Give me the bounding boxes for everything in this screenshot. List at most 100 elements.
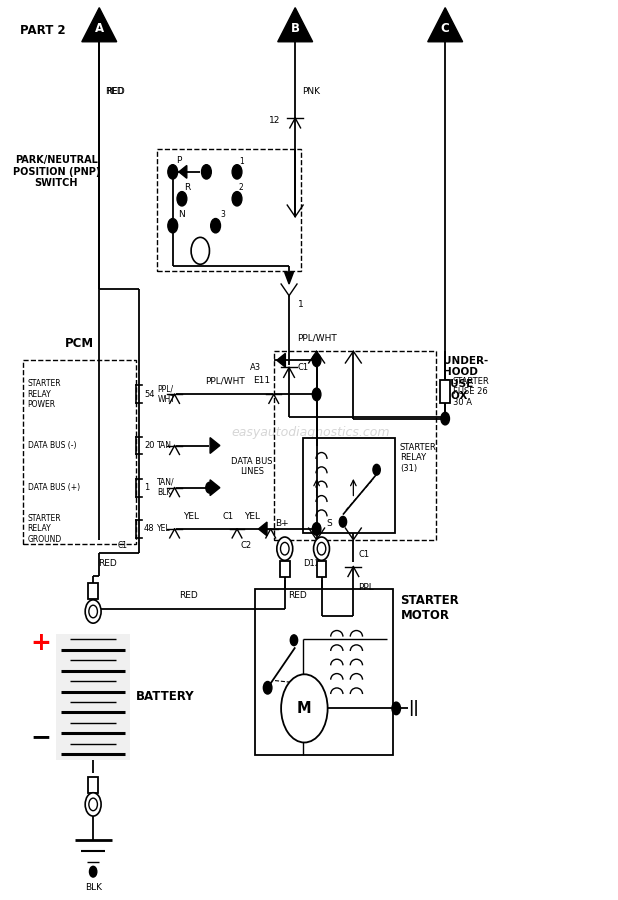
Circle shape [232,165,242,179]
Bar [316,562,326,578]
Circle shape [89,798,98,811]
Circle shape [85,599,101,623]
Circle shape [89,605,98,617]
Text: C1: C1 [297,363,308,372]
Polygon shape [258,522,267,536]
Circle shape [177,192,187,206]
Text: M: M [297,701,311,716]
Text: A: A [95,22,104,35]
Bar [23,360,136,544]
Text: 48: 48 [144,525,154,534]
Text: STARTER
RELAY
(31): STARTER RELAY (31) [400,443,437,473]
Polygon shape [210,480,220,496]
Bar [255,590,393,755]
Text: PART 2: PART 2 [20,23,66,37]
Circle shape [290,634,298,645]
Bar [158,149,302,271]
Text: STARTER
RELAY
POWER: STARTER RELAY POWER [28,380,61,410]
Text: 54: 54 [144,390,154,399]
Text: B+: B+ [275,519,289,528]
Circle shape [392,702,400,715]
Text: E11: E11 [253,376,271,385]
Text: TAN: TAN [158,441,172,450]
Text: DATA BUS
LINES: DATA BUS LINES [231,457,273,476]
Text: 20: 20 [144,441,154,450]
Circle shape [281,543,289,555]
Circle shape [263,681,272,694]
Text: −: − [31,725,51,749]
Circle shape [85,793,101,816]
Text: YEL: YEL [244,512,260,521]
Bar [280,562,290,578]
Bar [303,438,395,533]
Text: C2: C2 [240,541,251,550]
Text: C: C [441,22,449,35]
Circle shape [168,219,177,233]
Circle shape [313,537,329,561]
Text: 1: 1 [239,157,243,166]
Circle shape [373,464,380,475]
Circle shape [312,388,321,400]
Text: P: P [176,156,181,165]
Polygon shape [82,8,117,41]
Text: easyautodiagnostics.com: easyautodiagnostics.com [231,426,390,438]
Text: UNDER-
HOOD
FUSE
BOX: UNDER- HOOD FUSE BOX [443,356,489,400]
Polygon shape [285,273,294,284]
Circle shape [312,523,321,536]
Text: 12: 12 [268,116,280,125]
Polygon shape [210,437,220,454]
Text: RED: RED [98,560,117,569]
Text: B: B [290,22,300,35]
Circle shape [201,165,211,179]
Text: YEL: YEL [158,525,171,534]
Text: STARTER
RELAY
GROUND: STARTER RELAY GROUND [28,514,62,544]
Polygon shape [179,166,187,178]
Text: TAN/
BLK: TAN/ BLK [158,478,175,498]
Text: +: + [31,631,51,655]
Text: PPL/
WHT: PPL/ WHT [158,384,176,404]
Text: 1: 1 [298,301,304,310]
Circle shape [232,192,242,206]
Text: ||: || [408,700,419,716]
Circle shape [168,165,177,179]
Text: PPL/WHT: PPL/WHT [205,376,245,385]
Text: RED: RED [107,86,125,95]
Circle shape [441,412,449,425]
Bar [440,381,450,403]
Text: YEL: YEL [183,512,199,521]
Circle shape [317,543,326,555]
Text: RED: RED [179,590,197,599]
Text: S: S [326,519,332,528]
Text: 1: 1 [144,483,149,492]
Circle shape [277,537,293,561]
Text: D12: D12 [303,560,320,569]
Text: A3: A3 [250,363,261,372]
Text: D: D [197,247,203,256]
Text: STARTER
MOTOR: STARTER MOTOR [400,594,459,622]
Text: PPL/WHT: PPL/WHT [297,333,337,342]
Circle shape [90,867,97,877]
Circle shape [281,674,328,742]
Circle shape [191,238,210,265]
Bar [56,634,130,760]
Text: BATTERY: BATTERY [136,690,195,703]
Text: DATA BUS (+): DATA BUS (+) [28,483,80,492]
Text: PPL: PPL [358,583,374,592]
Circle shape [206,482,213,493]
Text: RED: RED [106,86,124,95]
Text: 3: 3 [221,211,226,220]
Text: C1: C1 [223,512,234,521]
Text: C1: C1 [358,551,370,560]
Text: PARK/NEUTRAL
POSITION (PNP)
SWITCH: PARK/NEUTRAL POSITION (PNP) SWITCH [13,156,100,188]
Text: PCM: PCM [65,337,94,349]
Text: BLK: BLK [85,884,101,893]
Polygon shape [277,354,286,367]
Text: DATA BUS (-): DATA BUS (-) [28,441,76,450]
Text: C1: C1 [117,541,128,550]
Text: PNK: PNK [303,86,321,95]
Bar [88,777,98,793]
Circle shape [339,517,347,527]
Circle shape [211,219,221,233]
Bar [274,351,436,540]
Text: R: R [184,184,190,193]
